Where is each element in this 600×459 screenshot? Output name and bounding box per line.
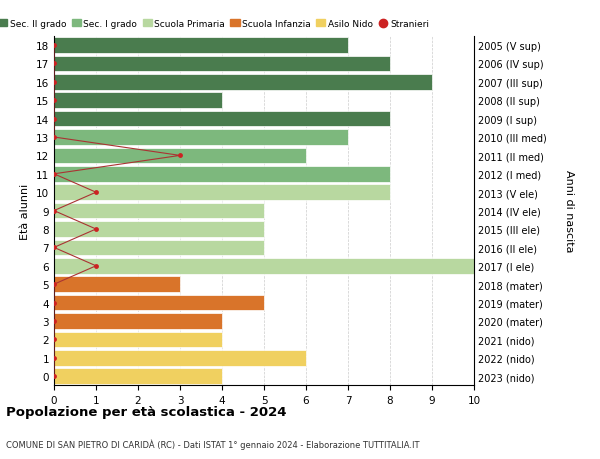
- Bar: [54, 240, 264, 256]
- Bar: [54, 56, 390, 72]
- Legend: Sec. II grado, Sec. I grado, Scuola Primaria, Scuola Infanzia, Asilo Nido, Stran: Sec. II grado, Sec. I grado, Scuola Prim…: [0, 20, 429, 29]
- Text: COMUNE DI SAN PIETRO DI CARIDÀ (RC) - Dati ISTAT 1° gennaio 2024 - Elaborazione : COMUNE DI SAN PIETRO DI CARIDÀ (RC) - Da…: [6, 439, 419, 449]
- Bar: [54, 167, 390, 182]
- Bar: [54, 222, 264, 237]
- Bar: [54, 185, 390, 201]
- Bar: [54, 332, 222, 347]
- Y-axis label: Anni di nascita: Anni di nascita: [563, 170, 574, 252]
- Bar: [54, 130, 348, 146]
- Bar: [54, 112, 390, 127]
- Bar: [54, 258, 474, 274]
- Bar: [54, 295, 264, 311]
- Bar: [54, 313, 222, 329]
- Bar: [54, 277, 180, 292]
- Text: Popolazione per età scolastica - 2024: Popolazione per età scolastica - 2024: [6, 405, 287, 419]
- Y-axis label: Età alunni: Età alunni: [20, 183, 31, 239]
- Bar: [54, 38, 348, 54]
- Bar: [54, 350, 306, 366]
- Bar: [54, 75, 432, 90]
- Bar: [54, 369, 222, 384]
- Bar: [54, 203, 264, 219]
- Bar: [54, 93, 222, 109]
- Bar: [54, 148, 306, 164]
